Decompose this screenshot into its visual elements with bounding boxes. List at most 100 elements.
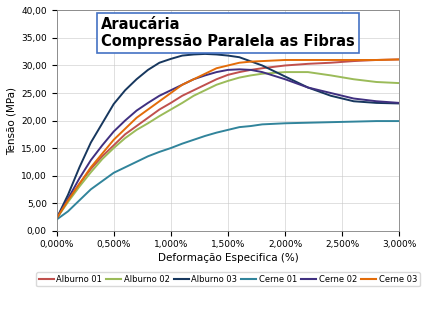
Cerne 01 <box>168 146 173 150</box>
Cerne 02 <box>179 83 184 87</box>
Cerne 03 <box>248 60 253 64</box>
Cerne 03 <box>99 152 104 156</box>
Cerne 01 <box>134 160 139 164</box>
Cerne 03 <box>373 58 378 62</box>
Cerne 02 <box>248 68 253 72</box>
Alburno 02 <box>157 114 162 118</box>
Cerne 03 <box>77 182 82 186</box>
Alburno 03 <box>213 52 218 56</box>
Alburno 03 <box>168 57 173 61</box>
Alburno 02 <box>248 74 253 77</box>
Alburno 03 <box>134 77 139 81</box>
Alburno 02 <box>396 81 401 85</box>
Cerne 02 <box>282 77 287 81</box>
Cerne 03 <box>54 217 59 220</box>
Line: Alburno 01: Alburno 01 <box>56 60 399 219</box>
Alburno 01 <box>259 66 264 70</box>
Cerne 01 <box>259 123 264 126</box>
Line: Alburno 02: Alburno 02 <box>56 72 399 219</box>
Cerne 02 <box>168 88 173 92</box>
Alburno 02 <box>373 80 378 84</box>
Cerne 03 <box>259 59 264 63</box>
Alburno 02 <box>122 136 127 140</box>
Cerne 03 <box>65 198 71 202</box>
Cerne 02 <box>202 74 207 77</box>
Alburno 03 <box>225 54 230 58</box>
Cerne 03 <box>190 77 196 81</box>
Alburno 03 <box>145 68 150 72</box>
Cerne 02 <box>65 197 71 201</box>
Cerne 03 <box>236 61 241 65</box>
Cerne 02 <box>157 94 162 98</box>
Alburno 01 <box>202 83 207 87</box>
Alburno 01 <box>134 124 139 128</box>
Alburno 03 <box>236 55 241 59</box>
Alburno 03 <box>77 165 82 169</box>
Alburno 03 <box>179 54 184 58</box>
Cerne 03 <box>157 99 162 103</box>
Alburno 02 <box>350 77 356 81</box>
Cerne 03 <box>202 72 207 76</box>
Alburno 01 <box>213 77 218 81</box>
Cerne 03 <box>327 58 332 62</box>
Cerne 01 <box>225 128 230 132</box>
Cerne 01 <box>88 188 93 191</box>
Cerne 03 <box>213 66 218 70</box>
Alburno 02 <box>99 157 104 161</box>
Alburno 03 <box>350 99 356 103</box>
Cerne 01 <box>65 209 71 213</box>
Alburno 03 <box>99 121 104 125</box>
Cerne 02 <box>122 119 127 123</box>
Text: Araucária
Compressão Paralela as Fibras: Araucária Compressão Paralela as Fibras <box>101 17 354 50</box>
Cerne 03 <box>225 64 230 68</box>
Alburno 01 <box>396 58 401 61</box>
Alburno 03 <box>65 193 71 197</box>
Cerne 01 <box>179 142 184 146</box>
Cerne 02 <box>304 85 310 89</box>
Cerne 02 <box>190 77 196 81</box>
Alburno 01 <box>225 73 230 77</box>
Alburno 03 <box>202 52 207 56</box>
Alburno 02 <box>65 200 71 204</box>
Alburno 03 <box>282 75 287 78</box>
Line: Cerne 01: Cerne 01 <box>56 121 399 220</box>
Line: Alburno 03: Alburno 03 <box>56 54 399 219</box>
Cerne 01 <box>350 120 356 124</box>
Cerne 01 <box>213 131 218 134</box>
Alburno 02 <box>88 170 93 174</box>
Cerne 02 <box>396 101 401 105</box>
Alburno 01 <box>99 154 104 158</box>
Cerne 02 <box>236 68 241 71</box>
Cerne 01 <box>282 121 287 125</box>
Alburno 01 <box>54 217 59 220</box>
Cerne 02 <box>54 217 59 220</box>
Alburno 01 <box>122 132 127 136</box>
Cerne 02 <box>88 158 93 162</box>
Cerne 03 <box>304 58 310 62</box>
Cerne 01 <box>157 150 162 154</box>
Alburno 01 <box>282 64 287 68</box>
Legend: Alburno 01, Alburno 02, Alburno 03, Cerne 01, Cerne 02, Cerne 03: Alburno 01, Alburno 02, Alburno 03, Cern… <box>36 272 419 286</box>
Alburno 02 <box>304 70 310 74</box>
Cerne 01 <box>54 218 59 221</box>
Alburno 02 <box>236 76 241 79</box>
Alburno 02 <box>77 185 82 188</box>
Alburno 02 <box>225 79 230 83</box>
Alburno 03 <box>111 102 116 106</box>
Alburno 03 <box>373 101 378 105</box>
Alburno 03 <box>157 61 162 65</box>
Alburno 01 <box>179 94 184 98</box>
Cerne 03 <box>179 83 184 87</box>
Alburno 03 <box>122 88 127 92</box>
Alburno 01 <box>373 58 378 62</box>
Cerne 01 <box>304 121 310 125</box>
Alburno 01 <box>145 116 150 120</box>
Cerne 01 <box>248 124 253 128</box>
Alburno 02 <box>134 128 139 132</box>
Alburno 01 <box>327 61 332 65</box>
Y-axis label: Tensão (MPa): Tensão (MPa) <box>7 86 17 155</box>
Cerne 01 <box>327 120 332 124</box>
Alburno 01 <box>304 62 310 66</box>
Alburno 02 <box>327 74 332 77</box>
Alburno 02 <box>259 72 264 76</box>
